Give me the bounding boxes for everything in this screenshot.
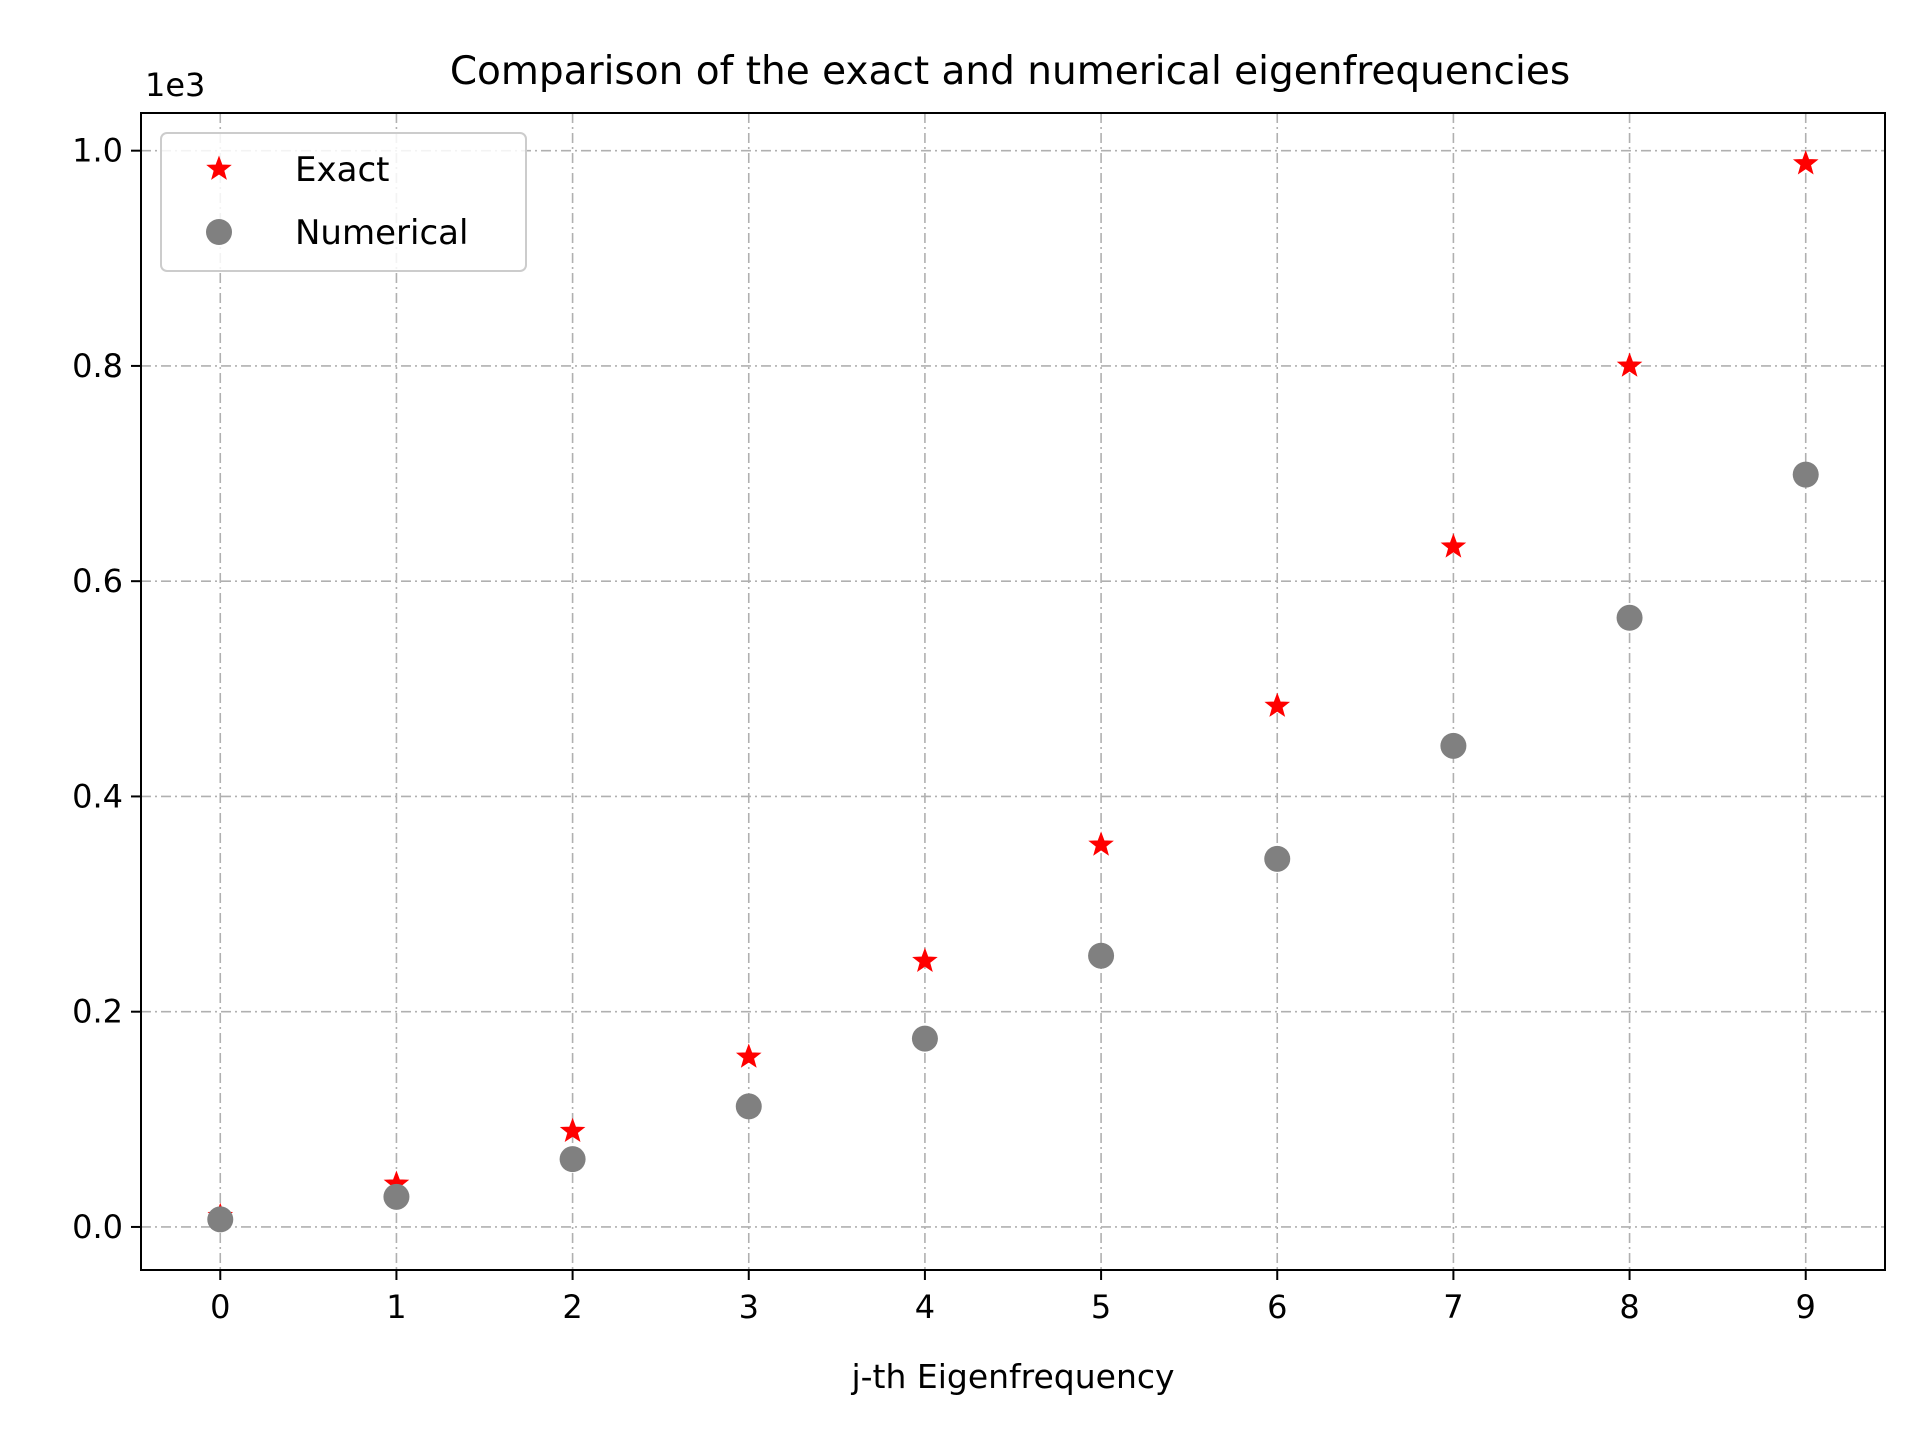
y-tick-label: 0.6	[72, 562, 123, 600]
legend-marker-exact	[206, 155, 232, 180]
x-tick-label: 4	[915, 1288, 935, 1326]
exact-point	[1264, 692, 1291, 717]
x-tick-label: 6	[1267, 1288, 1287, 1326]
exact-point	[735, 1043, 762, 1068]
x-tick-label: 2	[562, 1288, 582, 1326]
y-tick-label: 1.0	[72, 132, 123, 170]
numerical-point	[1440, 732, 1467, 759]
numerical-point	[911, 1025, 938, 1052]
exact-point	[1440, 533, 1467, 558]
y-tick-label: 0.2	[72, 993, 123, 1031]
chart-title: Comparison of the exact and numerical ei…	[450, 49, 1570, 94]
x-axis: 0 1 2 3 4 5 6 7 8 9	[210, 1270, 1816, 1326]
grid	[141, 113, 1885, 1270]
y-tick-label: 0.0	[72, 1208, 123, 1246]
numerical-point	[1264, 845, 1291, 872]
numerical-point	[383, 1183, 410, 1210]
series-numerical	[207, 461, 1819, 1233]
exact-point	[1088, 831, 1114, 856]
x-tick-label: 9	[1796, 1288, 1816, 1326]
y-axis: 0.0 0.2 0.4 0.6 0.8 1.0	[72, 132, 141, 1246]
y-tick-label: 0.4	[72, 777, 123, 815]
x-axis-label: j-th Eigenfrequency	[850, 1357, 1174, 1396]
x-tick-label: 8	[1619, 1288, 1639, 1326]
x-tick-label: 7	[1443, 1288, 1463, 1326]
series-layer	[207, 150, 1819, 1233]
exact-point	[1616, 352, 1643, 377]
legend: Exact Numerical	[160, 132, 527, 272]
x-tick-label: 0	[210, 1288, 230, 1326]
numerical-point	[1088, 942, 1115, 969]
numerical-point	[207, 1206, 234, 1233]
numerical-point	[559, 1146, 586, 1173]
x-tick-label: 5	[1091, 1288, 1111, 1326]
y-tick-label: 0.8	[72, 347, 123, 385]
x-tick-label: 3	[739, 1288, 759, 1326]
numerical-point	[1616, 604, 1643, 631]
y-offset-label: 1e3	[145, 66, 205, 104]
exact-point	[912, 947, 938, 972]
plot-frame	[140, 112, 1886, 1271]
x-tick-label: 1	[386, 1288, 406, 1326]
numerical-point	[735, 1093, 762, 1120]
exact-point	[559, 1117, 586, 1143]
legend-box	[160, 132, 527, 272]
legend-label-exact: Exact	[295, 150, 389, 190]
exact-point	[1792, 150, 1819, 175]
legend-label-numerical: Numerical	[295, 213, 468, 253]
numerical-point	[1792, 461, 1819, 488]
legend-marker-numerical	[206, 219, 232, 245]
